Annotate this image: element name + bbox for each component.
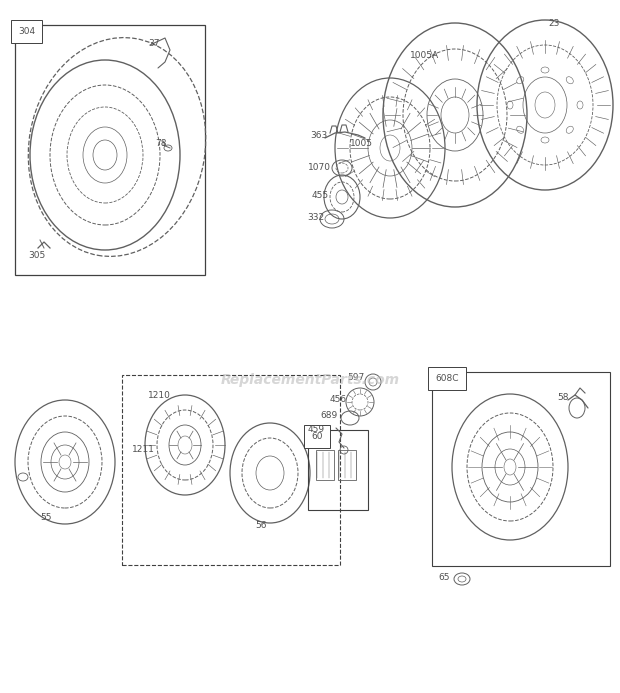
Text: 1005: 1005 [350, 139, 373, 148]
Text: 332: 332 [307, 213, 324, 222]
Text: 305: 305 [28, 252, 45, 261]
Text: 459: 459 [308, 426, 325, 435]
Text: 608C: 608C [435, 374, 459, 383]
Text: 1005A: 1005A [410, 51, 439, 60]
Text: 363: 363 [310, 132, 327, 141]
Text: 60: 60 [311, 432, 322, 441]
Bar [338, 450, 356, 480]
Text: 37: 37 [148, 39, 159, 48]
Bar [432, 372, 610, 566]
Bar [122, 375, 340, 565]
Text: 1070: 1070 [308, 162, 331, 171]
Bar [316, 450, 334, 480]
Text: 597: 597 [347, 374, 365, 383]
Text: 78: 78 [155, 139, 167, 148]
Text: 455: 455 [312, 191, 329, 200]
Text: 56: 56 [255, 522, 267, 531]
Text: 55: 55 [40, 514, 51, 523]
Text: 58: 58 [557, 394, 569, 403]
Text: 23: 23 [548, 19, 559, 28]
Text: 689: 689 [320, 412, 337, 421]
Text: 456: 456 [330, 394, 347, 403]
Bar [308, 430, 368, 510]
Text: 65: 65 [438, 572, 450, 581]
Text: 304: 304 [18, 27, 35, 36]
Bar [15, 25, 205, 275]
Text: 1210: 1210 [148, 392, 171, 401]
Text: 1211: 1211 [132, 446, 155, 455]
Text: ReplacementParts.com: ReplacementParts.com [221, 373, 399, 387]
